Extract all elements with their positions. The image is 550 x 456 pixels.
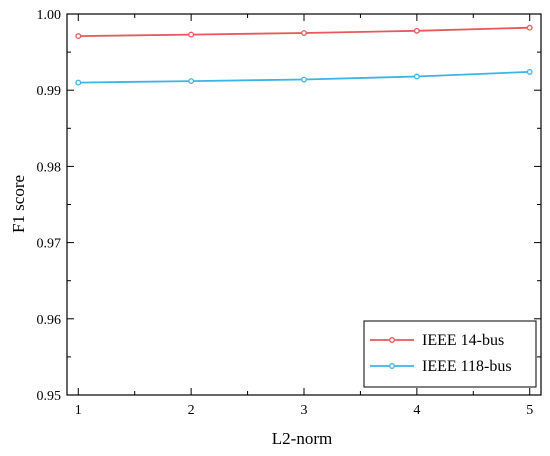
y-tick-label: 0.95 [37,389,62,404]
x-axis-label: L2-norm [272,429,332,448]
legend-marker-2 [389,363,395,369]
series-1-point [526,24,533,31]
series-2-point [413,73,420,80]
legend: IEEE 14-bus IEEE 118-bus [363,320,537,388]
y-tick-label: 0.98 [37,160,62,175]
x-tick-label: 1 [75,403,82,418]
series-1-point [301,30,307,36]
legend-marker-1 [389,337,395,343]
x-tick-label: 3 [301,403,308,418]
series-1-point [188,31,195,38]
y-tick-label: 0.96 [37,313,62,328]
legend-label-2: IEEE 118-bus [422,358,512,375]
series-1-point [413,27,420,34]
legend-label-1: IEEE 14-bus [422,332,504,349]
x-tick-label: 4 [413,403,420,418]
y-axis-label: F1 score [9,175,28,233]
series-2-point [188,78,195,85]
series-1-point [75,33,82,40]
y-tick-label: 0.97 [37,237,62,252]
series-2-point [301,76,307,83]
x-tick-label: 5 [526,403,533,418]
series-2-point [75,79,82,86]
y-tick-label: 0.99 [37,84,62,99]
y-tick-label: 1.00 [37,8,62,23]
legend-box [363,320,537,388]
series-2-point [526,68,533,75]
x-tick-label: 2 [188,403,195,418]
